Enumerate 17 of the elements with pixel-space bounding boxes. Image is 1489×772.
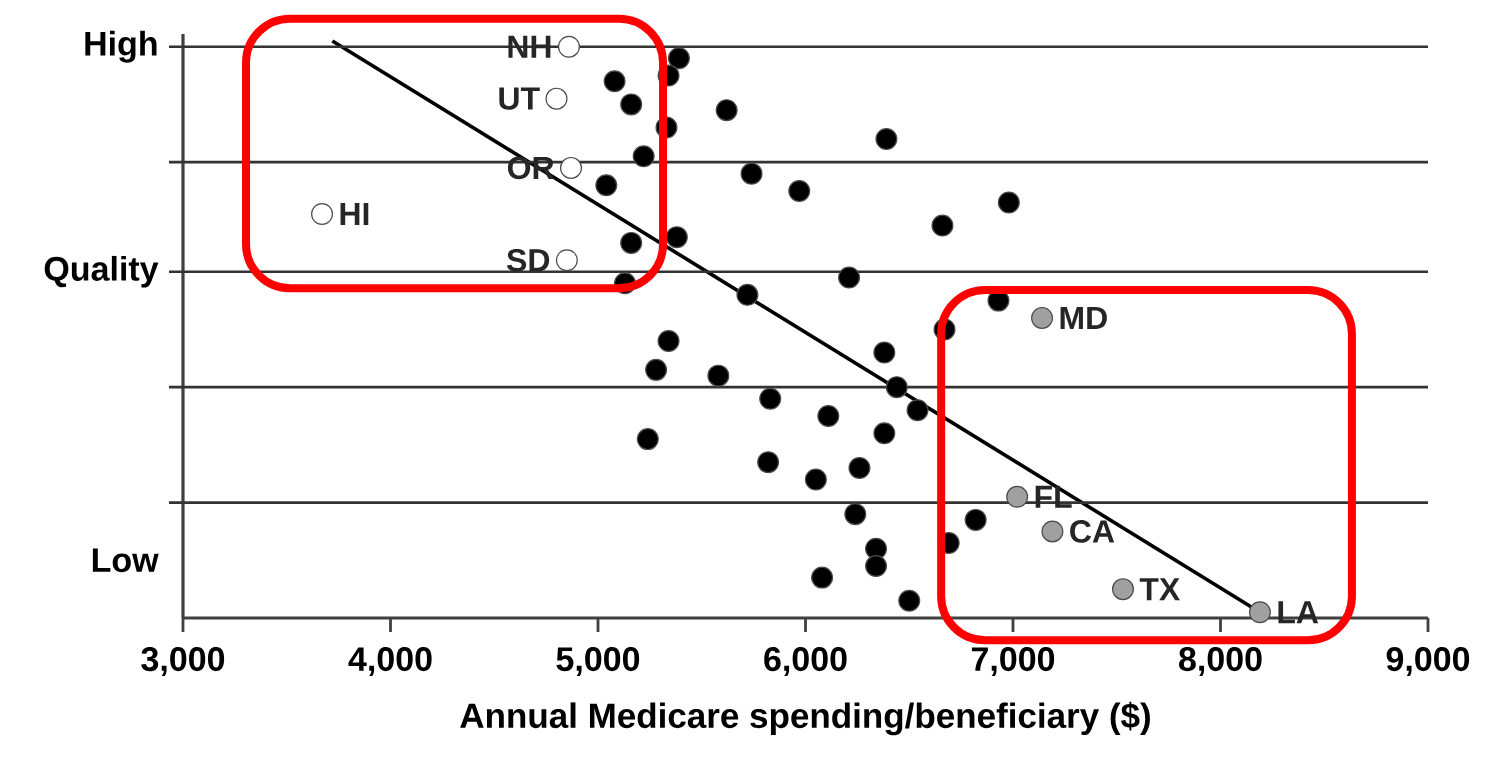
x-tick-label: 7,000 [971,647,1055,677]
annotation: SD [506,248,550,272]
ref-line-label: High [85,30,157,63]
annotation: UT [499,87,540,110]
x-tick-label: 8,000 [1179,647,1262,677]
ref-line-label: Quality [44,255,159,288]
annotation: TX [1139,578,1180,601]
x-tick-label: 9,000 [1386,647,1470,677]
annotation: HI [340,203,369,226]
text: Low [92,548,159,573]
x-tick-label: 5,000 [556,647,640,677]
x-axis-title: Annual Medicare spending/beneficiary ($) [460,701,1150,736]
x-tick-label: 3,000 [141,647,225,677]
annotation: MD [1060,306,1107,329]
x-tick-label: 4,000 [348,647,432,677]
x-tick-label: 6,000 [764,647,847,677]
annotation: CA [1070,520,1115,543]
